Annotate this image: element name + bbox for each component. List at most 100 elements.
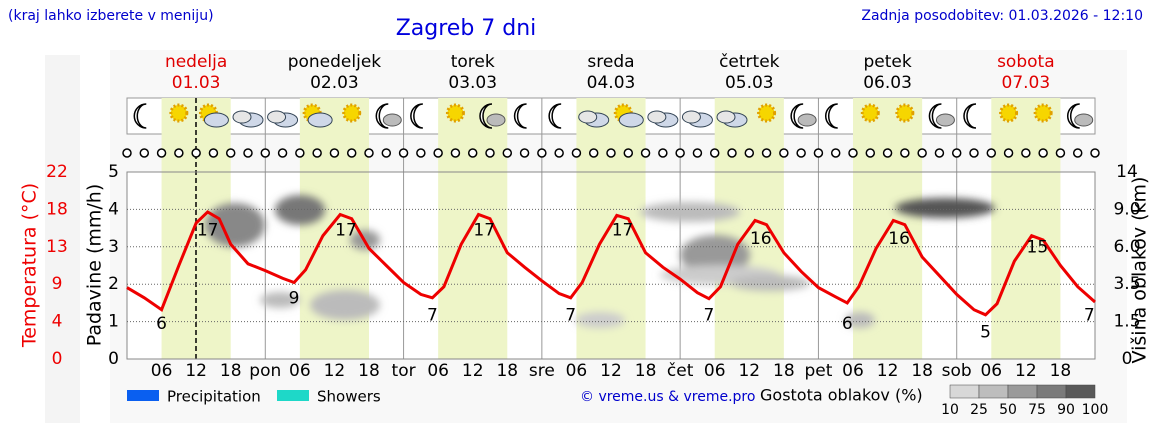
y2-axis-label: Višina oblakov (km) <box>1129 177 1151 364</box>
cloud-icon <box>681 110 701 124</box>
density-swatch <box>978 384 1009 399</box>
x-tick-label: sob <box>942 361 972 381</box>
wind-marker <box>174 148 184 158</box>
wind-marker <box>865 148 876 158</box>
legend-swatch <box>277 390 309 401</box>
x-tick-label: čet <box>667 361 694 381</box>
x-tick-label: tor <box>392 361 416 381</box>
wind-marker <box>813 148 824 158</box>
density-tick-label: 75 <box>1028 402 1046 418</box>
moon-icon <box>513 103 527 129</box>
sun-icon <box>860 103 880 123</box>
x-tick-label: 06 <box>427 361 449 381</box>
temp-label: 7 <box>704 306 715 326</box>
wind-marker <box>156 148 167 158</box>
x-tick-label: 12 <box>462 361 484 381</box>
temp-label: 17 <box>197 221 219 241</box>
wind-marker <box>295 148 305 158</box>
wind-marker <box>554 148 564 158</box>
wind-marker <box>537 148 547 158</box>
temp-tick-label: 13 <box>46 237 68 257</box>
y2-tick-label: 9.0 <box>1113 199 1140 219</box>
y2-tick-label: 14 <box>1116 162 1138 182</box>
day-name: petek <box>863 52 911 72</box>
sun-icon <box>445 103 465 123</box>
x-tick-label: 12 <box>877 361 899 381</box>
wind-marker <box>1038 148 1048 158</box>
sun-icon <box>169 103 189 123</box>
credit: © vreme.us & vreme.pro <box>580 389 755 405</box>
y2-tick-label: 6.0 <box>1113 237 1140 257</box>
cloud-icon <box>935 113 955 127</box>
temp-label: 7 <box>427 306 438 326</box>
wind-marker <box>312 148 322 158</box>
sun-icon <box>1033 103 1053 123</box>
temp-tick-label: 22 <box>46 162 68 182</box>
x-tick-label: pon <box>249 361 281 381</box>
wind-marker <box>675 148 685 158</box>
x-tick-label: 06 <box>842 361 864 381</box>
cloud-cover <box>205 195 995 328</box>
wind-marker <box>934 148 945 158</box>
wind-marker <box>398 148 409 158</box>
sun-icon <box>342 103 362 123</box>
moon-icon <box>824 103 838 129</box>
wind-marker <box>243 148 253 158</box>
hint: (kraj lahko izberete v meniju) <box>8 8 214 24</box>
x-tick-label: 06 <box>289 361 311 381</box>
x-tick-label: pet <box>804 361 832 381</box>
temp-tick-label: 9 <box>52 274 63 294</box>
temp-label: 5 <box>980 323 991 343</box>
wind-marker <box>1021 148 1031 158</box>
density-swatch <box>1036 384 1067 399</box>
y-tick-label: 1 <box>108 312 119 332</box>
wind-marker <box>1003 148 1014 158</box>
day-date: 01.03 <box>172 73 221 93</box>
wind-marker <box>951 148 962 158</box>
wind-marker <box>761 148 772 158</box>
moon-icon <box>479 103 493 129</box>
y-tick-label: 4 <box>108 199 119 219</box>
wind-marker <box>917 148 927 158</box>
sun-icon <box>999 103 1019 123</box>
wind-marker <box>381 148 392 158</box>
wind-marker <box>830 148 841 158</box>
cloud-icon <box>647 110 667 124</box>
wind-marker <box>1055 148 1066 158</box>
y-tick-label: 2 <box>108 274 119 294</box>
cloud-icon <box>267 110 287 124</box>
day-name: četrtek <box>719 52 780 72</box>
page-title: Zagreb 7 dni <box>396 16 537 41</box>
density-swatch <box>1007 384 1038 399</box>
temp-label: 9 <box>289 289 300 309</box>
temp-label: 6 <box>156 314 167 334</box>
cloud-icon <box>716 110 736 124</box>
x-tick-label: 06 <box>704 361 726 381</box>
temp-tick-label: 0 <box>52 349 63 369</box>
y2-tick-label: 0 <box>1122 349 1133 369</box>
temp-tick-label: 18 <box>46 199 68 219</box>
cloud-icon <box>486 113 506 127</box>
wind-marker <box>1090 148 1100 158</box>
day-name: ponedeljek <box>288 52 382 72</box>
wind-marker <box>779 148 789 158</box>
wind-marker <box>571 148 582 158</box>
wind-marker <box>986 148 997 158</box>
wind-marker <box>640 148 651 158</box>
temp-label: 17 <box>335 221 357 241</box>
wind-marker <box>969 148 979 158</box>
weather-icons <box>133 103 1094 129</box>
wind-marker <box>848 148 858 158</box>
sun-icon <box>895 103 915 123</box>
moon-icon <box>410 103 423 129</box>
wind-marker <box>744 148 755 158</box>
x-tick-label: 06 <box>566 361 588 381</box>
wind-marker <box>467 148 478 158</box>
left-panel <box>45 55 80 423</box>
temp-label: 7 <box>1084 306 1095 326</box>
temp-tick-label: 4 <box>52 312 63 332</box>
temp-label: 16 <box>888 229 910 249</box>
x-tick-label: 18 <box>635 361 657 381</box>
temp-label: 7 <box>565 306 576 326</box>
moon-icon <box>963 103 977 129</box>
